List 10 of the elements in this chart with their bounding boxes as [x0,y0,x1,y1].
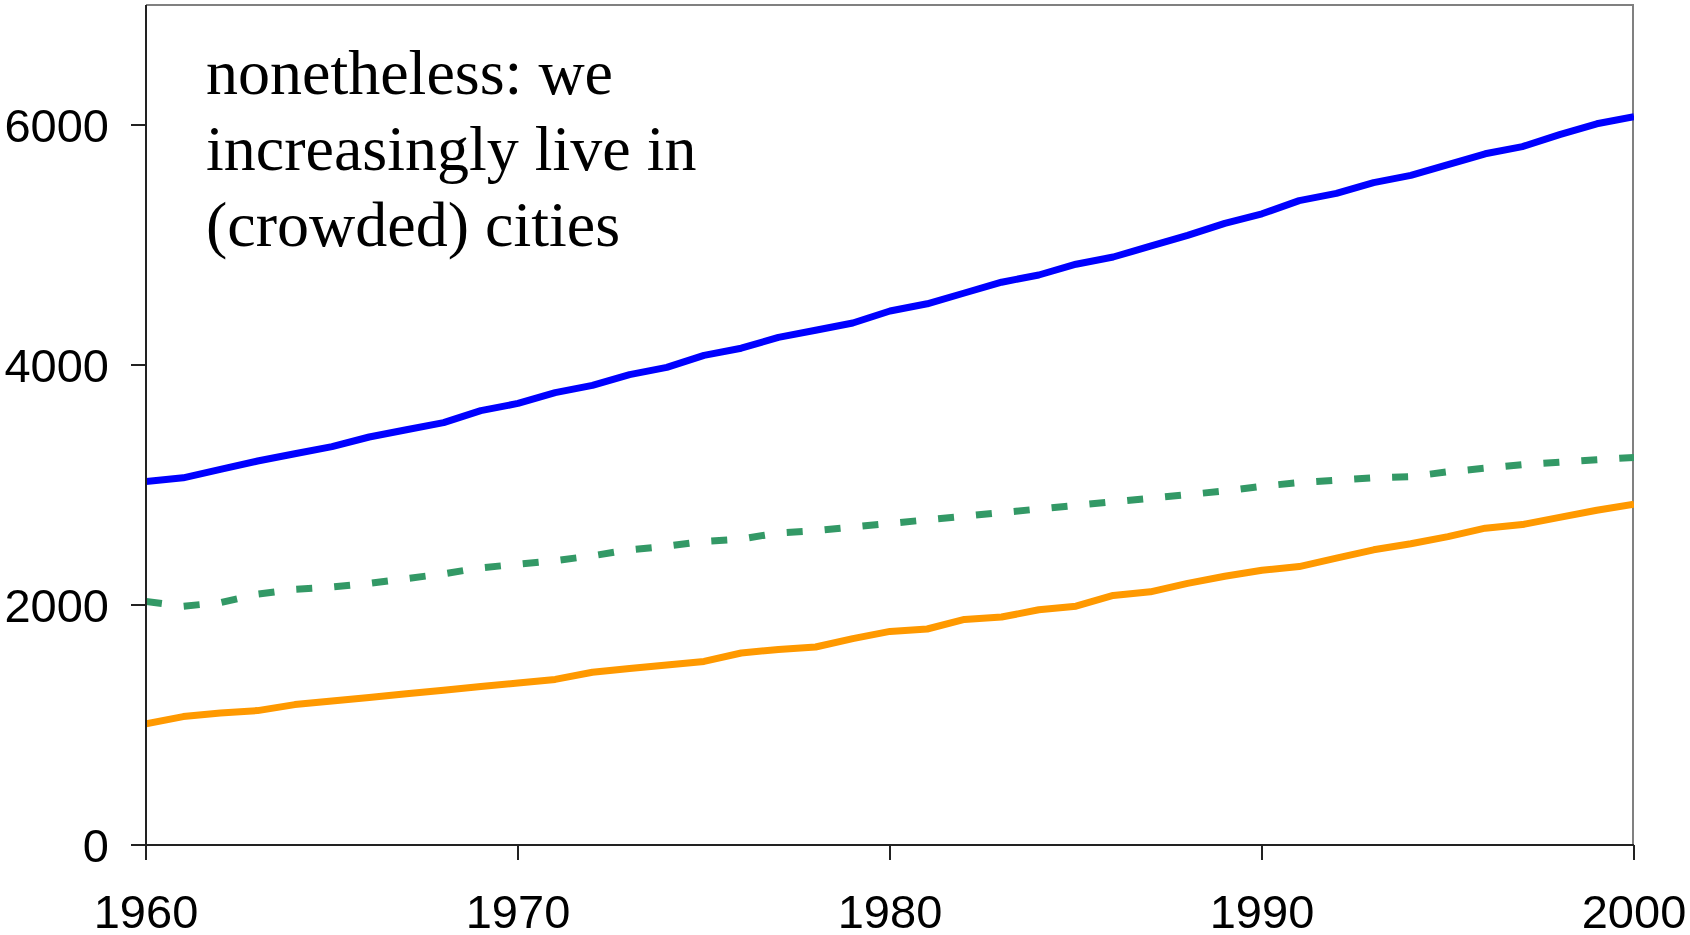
x-tick-label: 1970 [465,885,571,935]
x-tick-label: 1980 [837,885,943,935]
y-tick-label: 2000 [4,578,109,632]
annotation: nonetheless: we increasingly live in (crowded) cities [206,36,698,262]
x-tick-label: 1990 [1209,885,1315,935]
y-tick-label: 6000 [4,98,109,152]
x-tick-label: 1960 [93,885,199,935]
y-tick-label: 0 [82,818,109,872]
x-tick-label: 2000 [1581,885,1687,935]
y-tick-label: 4000 [4,338,109,392]
